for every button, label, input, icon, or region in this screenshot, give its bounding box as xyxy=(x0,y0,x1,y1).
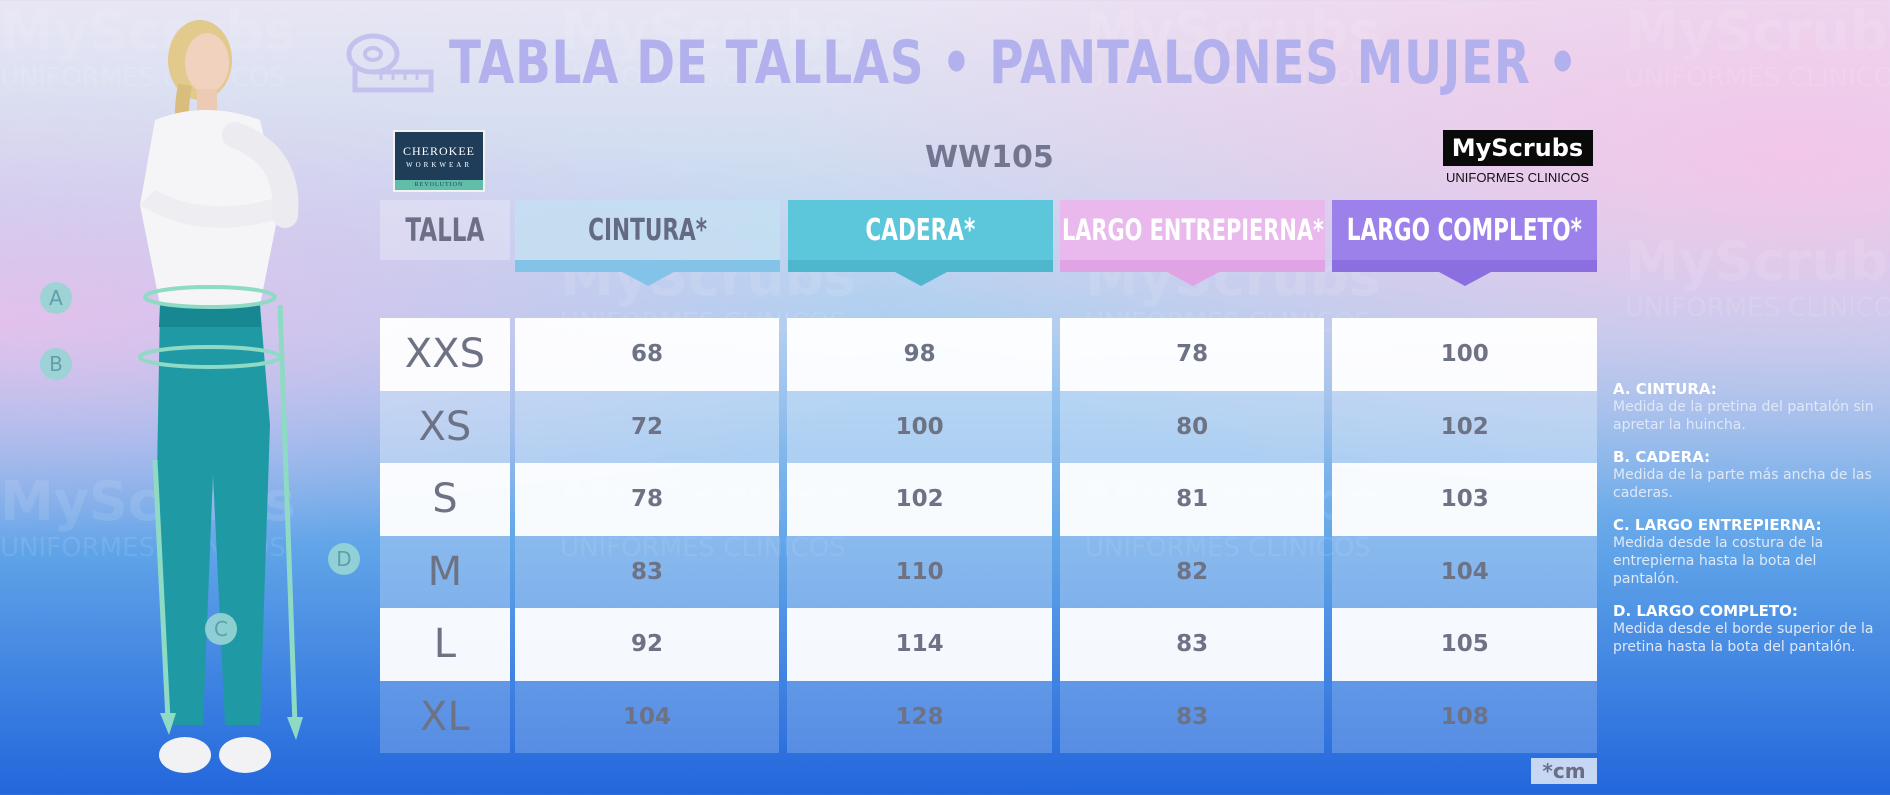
cadera-cell: 114 xyxy=(787,608,1052,681)
legend-item-title: A. CINTURA: xyxy=(1613,380,1717,398)
legend-item-text: Medida de la parte más ancha de las cade… xyxy=(1613,467,1872,501)
largo-completo-cell: 103 xyxy=(1332,463,1597,536)
header-largo-completo: LARGO COMPLETO* xyxy=(1332,200,1597,290)
table-row: XXS 68 98 78 100 xyxy=(380,318,1597,391)
largo-completo-cell: 102 xyxy=(1332,390,1597,463)
header-cadera: CADERA* xyxy=(788,200,1053,290)
table-row: L 92 114 83 105 xyxy=(380,608,1597,681)
cintura-cell: 78 xyxy=(514,463,780,536)
size-cell: XL xyxy=(380,680,510,753)
marker-b: B xyxy=(40,348,72,380)
myscrubs-logo: MyScrubs UNIFORMES CLINICOS xyxy=(1435,130,1600,185)
legend-item-title: C. LARGO ENTREPIERNA: xyxy=(1613,516,1822,534)
marker-d: D xyxy=(328,543,360,575)
header-talla: TALLA xyxy=(380,200,510,290)
legend-item-text: Medida de la pretina del pantalón sin ap… xyxy=(1613,399,1874,433)
legend-item: B. CADERA: Medida de la parte más ancha … xyxy=(1613,448,1875,502)
size-cell: M xyxy=(380,535,510,608)
legend-item-text: Medida desde la costura de la entrepiern… xyxy=(1613,535,1824,587)
size-cell: S xyxy=(380,463,510,536)
legend-item: A. CINTURA: Medida de la pretina del pan… xyxy=(1613,380,1875,434)
title-row: TABLA DE TALLAS • PANTALONES MUJER • xyxy=(345,18,1890,108)
header-largo-entrepierna-label: LARGO ENTREPIERNA* xyxy=(1061,213,1324,247)
unit-note: *cm xyxy=(1531,758,1597,784)
header-largo-completo-label: LARGO COMPLETO* xyxy=(1346,212,1583,248)
cadera-cell: 110 xyxy=(787,535,1052,608)
legend-item: D. LARGO COMPLETO: Medida desde el borde… xyxy=(1613,602,1875,656)
cherokee-logo: CHEROKEE WORKWEAR REVOLUTION xyxy=(393,130,485,192)
cherokee-logo-line3: REVOLUTION xyxy=(395,180,483,190)
largo-completo-cell: 104 xyxy=(1332,535,1597,608)
cadera-cell: 128 xyxy=(787,680,1052,753)
cintura-cell: 83 xyxy=(514,535,780,608)
legend-item-title: D. LARGO COMPLETO: xyxy=(1613,602,1798,620)
cintura-cell: 104 xyxy=(514,680,780,753)
size-cell: L xyxy=(380,608,510,681)
header-cintura: CINTURA* xyxy=(515,200,780,290)
legend-item: C. LARGO ENTREPIERNA: Medida desde la co… xyxy=(1613,516,1875,588)
cadera-cell: 100 xyxy=(787,390,1052,463)
largo-entrepierna-cell: 81 xyxy=(1059,463,1325,536)
page-title: TABLA DE TALLAS • PANTALONES MUJER • xyxy=(449,28,1579,98)
marker-a: A xyxy=(40,282,72,314)
header-cadera-label: CADERA* xyxy=(865,212,976,248)
header-talla-label: TALLA xyxy=(405,211,485,249)
table-row: S 78 102 81 103 xyxy=(380,463,1597,536)
cadera-cell: 98 xyxy=(787,318,1052,391)
size-cell: XXS xyxy=(380,318,510,391)
cherokee-logo-line1: CHEROKEE xyxy=(403,144,475,158)
largo-entrepierna-cell: 80 xyxy=(1059,390,1325,463)
largo-completo-cell: 108 xyxy=(1332,680,1597,753)
legend-item-text: Medida desde el borde superior de la pre… xyxy=(1613,621,1874,655)
table-row: XS 72 100 80 102 xyxy=(380,390,1597,463)
largo-completo-cell: 105 xyxy=(1332,608,1597,681)
table-row: XL 104 128 83 108 xyxy=(380,680,1597,753)
largo-entrepierna-cell: 83 xyxy=(1059,608,1325,681)
largo-entrepierna-cell: 78 xyxy=(1059,318,1325,391)
largo-completo-cell: 100 xyxy=(1332,318,1597,391)
largo-entrepierna-cell: 82 xyxy=(1059,535,1325,608)
size-cell: XS xyxy=(380,390,510,463)
table-row: M 83 110 82 104 xyxy=(380,535,1597,608)
model-code: WW105 xyxy=(925,140,1054,175)
largo-entrepierna-cell: 83 xyxy=(1059,680,1325,753)
myscrubs-logo-brand: MyScrubs xyxy=(1442,130,1593,166)
cherokee-logo-line2: WORKWEAR xyxy=(406,161,472,169)
model-figure xyxy=(138,20,303,773)
legend-item-title: B. CADERA: xyxy=(1613,448,1711,466)
measuring-tape-icon xyxy=(346,33,434,93)
cintura-cell: 72 xyxy=(514,390,780,463)
cadera-cell: 102 xyxy=(787,463,1052,536)
size-table: XXS 68 98 78 100 XS 72 100 80 102 S 78 1… xyxy=(380,318,1597,753)
cintura-cell: 92 xyxy=(514,608,780,681)
myscrubs-logo-subtitle: UNIFORMES CLINICOS xyxy=(1445,170,1589,185)
header-largo-entrepierna: LARGO ENTREPIERNA* xyxy=(1060,200,1325,290)
marker-c: C xyxy=(205,613,237,645)
cintura-cell: 68 xyxy=(514,318,780,391)
measurement-legend: A. CINTURA: Medida de la pretina del pan… xyxy=(1613,380,1875,670)
header-cintura-label: CINTURA* xyxy=(588,212,707,248)
